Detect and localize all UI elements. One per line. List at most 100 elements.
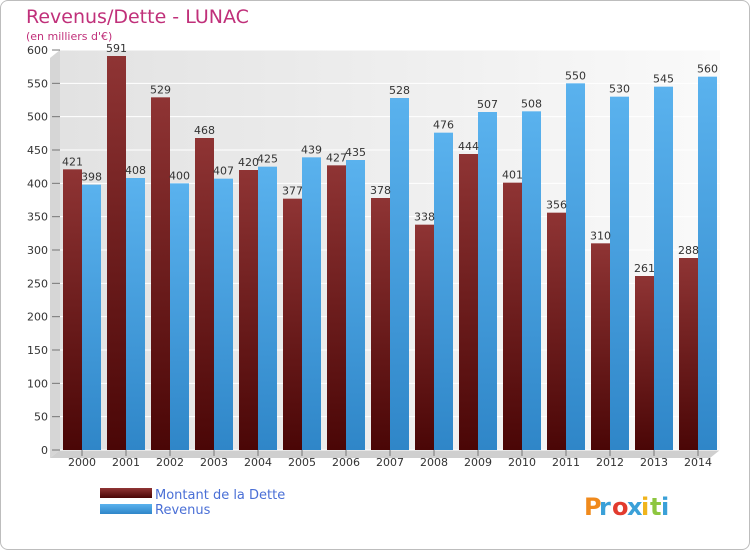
bar-dette: [327, 165, 346, 451]
bar-revenus: [522, 111, 541, 450]
x-tick-label: 2000: [68, 456, 96, 469]
legend-swatch-debt: [100, 488, 152, 498]
bar-revenus: [610, 96, 629, 451]
bar-value-label: 420: [238, 156, 259, 169]
y-tick-label: 50: [34, 411, 48, 424]
bar-value-label: 261: [634, 262, 655, 275]
bar-revenus: [478, 112, 497, 450]
x-tick-label: 2010: [508, 456, 536, 469]
bar-revenus: [698, 76, 717, 451]
x-tick-label: 2003: [200, 456, 228, 469]
bar-value-label: 528: [389, 84, 410, 97]
bar-revenus: [566, 83, 585, 450]
y-tick-label: 550: [27, 77, 48, 90]
y-tick-label: 400: [27, 177, 48, 190]
logo-letter: t: [650, 493, 661, 521]
y-tick-label: 150: [27, 344, 48, 357]
bar-dette: [371, 198, 390, 450]
bar-revenus: [434, 132, 453, 450]
x-tick-label: 2011: [552, 456, 580, 469]
bar-value-label: 439: [301, 143, 322, 156]
bar-value-label: 435: [345, 146, 366, 159]
bar-dette: [195, 138, 214, 450]
bar-dette: [459, 154, 478, 450]
bar-value-label: 425: [257, 153, 278, 166]
y-tick-label: 200: [27, 311, 48, 324]
bar-dette: [283, 198, 302, 450]
bar-dette: [63, 169, 82, 451]
bar-revenus: [654, 86, 673, 451]
logo-letter: o: [612, 493, 629, 521]
proxiti-logo: Pr oxi t i: [584, 493, 669, 521]
plot-floor: [50, 450, 720, 458]
x-tick-label: 2004: [244, 456, 272, 469]
y-tick-label: 0: [41, 444, 48, 457]
logo-letter: r: [599, 493, 611, 521]
bar-value-label: 591: [106, 42, 127, 55]
logo-letter: x: [627, 493, 643, 521]
bar-revenus: [302, 157, 321, 451]
bar-value-label: 398: [81, 171, 102, 184]
x-tick-label: 2001: [112, 456, 140, 469]
y-tick-label: 600: [27, 44, 48, 57]
y-tick-label: 250: [27, 277, 48, 290]
bar-value-label: 560: [697, 63, 718, 76]
y-tick-label: 500: [27, 111, 48, 124]
legend-label-debt: Montant de la Dette: [155, 488, 285, 503]
bar-value-label: 338: [414, 211, 435, 224]
bar-dette: [151, 97, 170, 450]
x-tick-label: 2005: [288, 456, 316, 469]
bar-value-label: 444: [458, 140, 479, 153]
y-tick-label: 100: [27, 377, 48, 390]
y-tick-label: 300: [27, 244, 48, 257]
bar-revenus: [126, 178, 145, 450]
logo-letter: i: [661, 493, 669, 521]
x-tick-label: 2007: [376, 456, 404, 469]
bar-revenus: [258, 166, 277, 450]
bar-dette: [547, 212, 566, 450]
bar-revenus: [82, 184, 101, 450]
bar-dette: [107, 56, 126, 450]
bar-value-label: 507: [477, 98, 498, 111]
bar-value-label: 468: [194, 124, 215, 137]
bar-value-label: 529: [150, 83, 171, 96]
plot-side: [50, 50, 60, 458]
bar-value-label: 407: [213, 165, 234, 178]
y-tick-label: 350: [27, 211, 48, 224]
bar-value-label: 408: [125, 164, 146, 177]
bar-value-label: 550: [565, 69, 586, 82]
bar-revenus: [346, 160, 365, 450]
chart-subtitle: (en milliers d'€): [26, 30, 112, 43]
logo-letter: P: [584, 493, 602, 521]
legend: Montant de la Dette Revenus: [100, 488, 285, 518]
bar-value-label: 427: [326, 151, 347, 164]
x-tick-label: 2013: [640, 456, 668, 469]
bar-revenus: [170, 183, 189, 451]
bar-value-label: 401: [502, 169, 523, 182]
bar-value-label: 530: [609, 83, 630, 96]
bar-value-label: 310: [590, 229, 611, 242]
bar-dette: [239, 170, 258, 450]
bar-value-label: 378: [370, 184, 391, 197]
x-tick-label: 2009: [464, 456, 492, 469]
bar-revenus: [214, 178, 233, 450]
bar-revenus: [390, 98, 409, 450]
bar-value-label: 545: [653, 73, 674, 86]
chart-title: Revenus/Dette - LUNAC: [26, 6, 249, 28]
y-tick-label: 450: [27, 144, 48, 157]
bar-dette: [415, 224, 434, 450]
x-tick-label: 2008: [420, 456, 448, 469]
legend-label-revenus: Revenus: [155, 503, 211, 518]
bar-value-label: 400: [169, 169, 190, 182]
bar-value-label: 356: [546, 199, 567, 212]
bar-dette: [503, 182, 522, 450]
bar-dette: [591, 243, 610, 450]
x-tick-label: 2006: [332, 456, 360, 469]
bar-dette: [635, 276, 654, 450]
x-tick-label: 2002: [156, 456, 184, 469]
x-tick-label: 2012: [596, 456, 624, 469]
bar-value-label: 476: [433, 119, 454, 132]
bar-value-label: 508: [521, 97, 542, 110]
logo-letter: i: [641, 493, 649, 521]
